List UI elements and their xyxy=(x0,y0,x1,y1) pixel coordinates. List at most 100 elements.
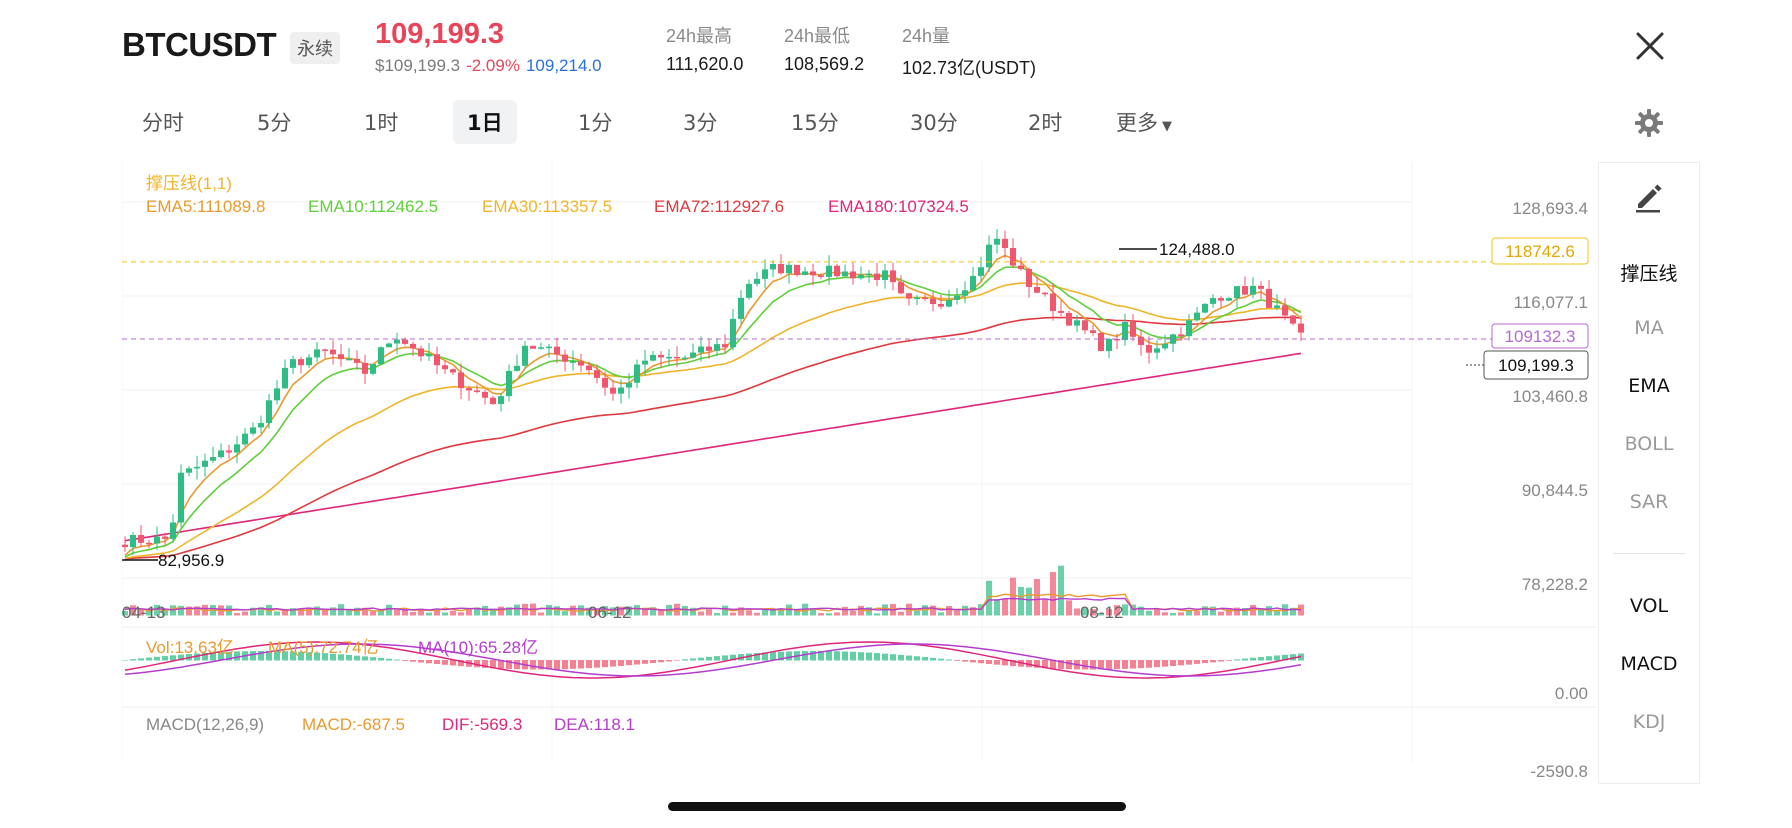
indicator-sar[interactable]: SAR xyxy=(1629,491,1669,513)
volume-bar xyxy=(394,609,400,616)
tab-1d[interactable]: 1日 xyxy=(453,100,517,144)
candle-body xyxy=(682,357,688,360)
candle-body xyxy=(1002,238,1008,249)
macd-bar xyxy=(810,651,816,661)
macd-bar xyxy=(506,660,512,669)
gear-icon[interactable] xyxy=(1634,108,1664,138)
macd-bar xyxy=(1042,660,1048,669)
candle-body xyxy=(690,352,696,358)
tab-3m[interactable]: 3分 xyxy=(683,111,718,135)
macd-bar xyxy=(442,660,448,665)
macd-bar xyxy=(882,653,888,661)
macd-bar xyxy=(602,660,608,668)
macd-tick: -2590.8 xyxy=(1530,762,1588,781)
volume-bar xyxy=(290,608,296,616)
tab-5m[interactable]: 5分 xyxy=(257,111,292,135)
macd-bar xyxy=(570,660,576,669)
volume-bar xyxy=(122,611,128,616)
volume-bar xyxy=(650,607,656,616)
volume-bar xyxy=(1186,609,1192,616)
volume-bar xyxy=(1290,607,1296,616)
candle-body xyxy=(706,346,712,351)
macd-bar xyxy=(818,651,824,661)
candle-body xyxy=(1226,298,1232,301)
macd-bar xyxy=(754,652,760,661)
y-tick: 90,844.5 xyxy=(1522,481,1588,500)
candle-body xyxy=(1250,285,1256,295)
candle-body xyxy=(610,387,616,394)
tab-1h[interactable]: 1时 xyxy=(364,111,399,135)
volume-bar xyxy=(378,610,384,616)
kline-chart[interactable]: 撑压线(1,1) EMA5:111089.8 EMA10:112462.5 EM… xyxy=(122,162,1596,788)
candle-body xyxy=(346,358,352,361)
y-tick: 128,693.4 xyxy=(1512,199,1588,218)
sidebar-divider xyxy=(1613,553,1685,554)
candle-body xyxy=(162,536,168,539)
volume-tick: 0.00 xyxy=(1555,684,1588,703)
macd-bar xyxy=(842,651,848,661)
volume-bar xyxy=(986,580,992,616)
candle-body xyxy=(138,534,144,543)
pencil-icon[interactable] xyxy=(1630,178,1666,214)
candle-body xyxy=(586,365,592,371)
y-tick: 103,460.8 xyxy=(1512,387,1588,406)
candle-body xyxy=(1298,323,1304,333)
tab-2h[interactable]: 2时 xyxy=(1028,111,1063,135)
ema-legend: EMA5:111089.8 EMA10:112462.5 EMA30:11335… xyxy=(146,197,969,216)
candle-body xyxy=(1274,305,1280,308)
candle-body xyxy=(1106,338,1112,352)
tab-15m[interactable]: 15分 xyxy=(791,111,839,135)
macd-bar xyxy=(698,657,704,661)
candle-body xyxy=(546,346,552,349)
candle-body xyxy=(514,365,520,371)
indicator-vol[interactable]: VOL xyxy=(1629,595,1669,617)
indicator-macd[interactable]: MACD xyxy=(1620,653,1678,675)
candle-body xyxy=(434,354,440,366)
volume-bar xyxy=(330,607,336,616)
indicator-ema[interactable]: EMA xyxy=(1628,375,1670,397)
candle-body xyxy=(802,271,808,276)
tab-1m[interactable]: 1分 xyxy=(578,111,613,135)
candle-body xyxy=(738,297,744,319)
close-icon[interactable] xyxy=(1632,28,1668,64)
volume-bar xyxy=(466,609,472,616)
indicator-ma[interactable]: MA xyxy=(1634,317,1664,339)
macd-bar xyxy=(146,657,152,661)
macd-bar xyxy=(722,655,728,661)
indicator-kdj[interactable]: KDJ xyxy=(1632,711,1666,733)
volume-bar xyxy=(1146,610,1152,616)
candle-body xyxy=(186,468,192,473)
volume-bar xyxy=(306,608,312,616)
macd-bar xyxy=(314,652,320,661)
indicator-boll[interactable]: BOLL xyxy=(1624,433,1674,455)
volume-bar xyxy=(954,610,960,616)
support-resistance-lines xyxy=(122,261,1492,340)
macd-bar xyxy=(666,660,672,662)
volume-bar xyxy=(1090,609,1096,616)
tab-fenshi[interactable]: 分时 xyxy=(142,111,184,135)
macd-bar xyxy=(618,660,624,666)
candle-body xyxy=(594,370,600,378)
symbol-title[interactable]: BTCUSDT xyxy=(122,26,277,63)
volume-bar xyxy=(370,611,376,616)
candle-body xyxy=(562,354,568,362)
macd-bar xyxy=(778,651,784,661)
tab-more-label: 更多 xyxy=(1116,111,1158,135)
candle-body xyxy=(642,360,648,365)
candle-body xyxy=(178,472,184,523)
tab-more[interactable]: 更多 ▼ xyxy=(1102,100,1186,144)
indicator-support-resistance[interactable]: 撑压线 xyxy=(1620,263,1678,285)
macd-bar xyxy=(1178,660,1184,666)
macd-bar xyxy=(250,651,256,661)
macd-bar xyxy=(946,659,952,661)
volume-bar xyxy=(850,610,856,616)
volume-bar xyxy=(314,606,320,616)
candle-body xyxy=(426,354,432,357)
tab-30m[interactable]: 30分 xyxy=(910,111,958,135)
candle-body xyxy=(698,346,704,353)
candle-body xyxy=(714,344,720,351)
volume-bar xyxy=(154,604,160,616)
macd-bar xyxy=(474,660,480,668)
ema5-legend-value: 111089.8 xyxy=(197,197,265,216)
chart-grid xyxy=(122,201,1596,708)
